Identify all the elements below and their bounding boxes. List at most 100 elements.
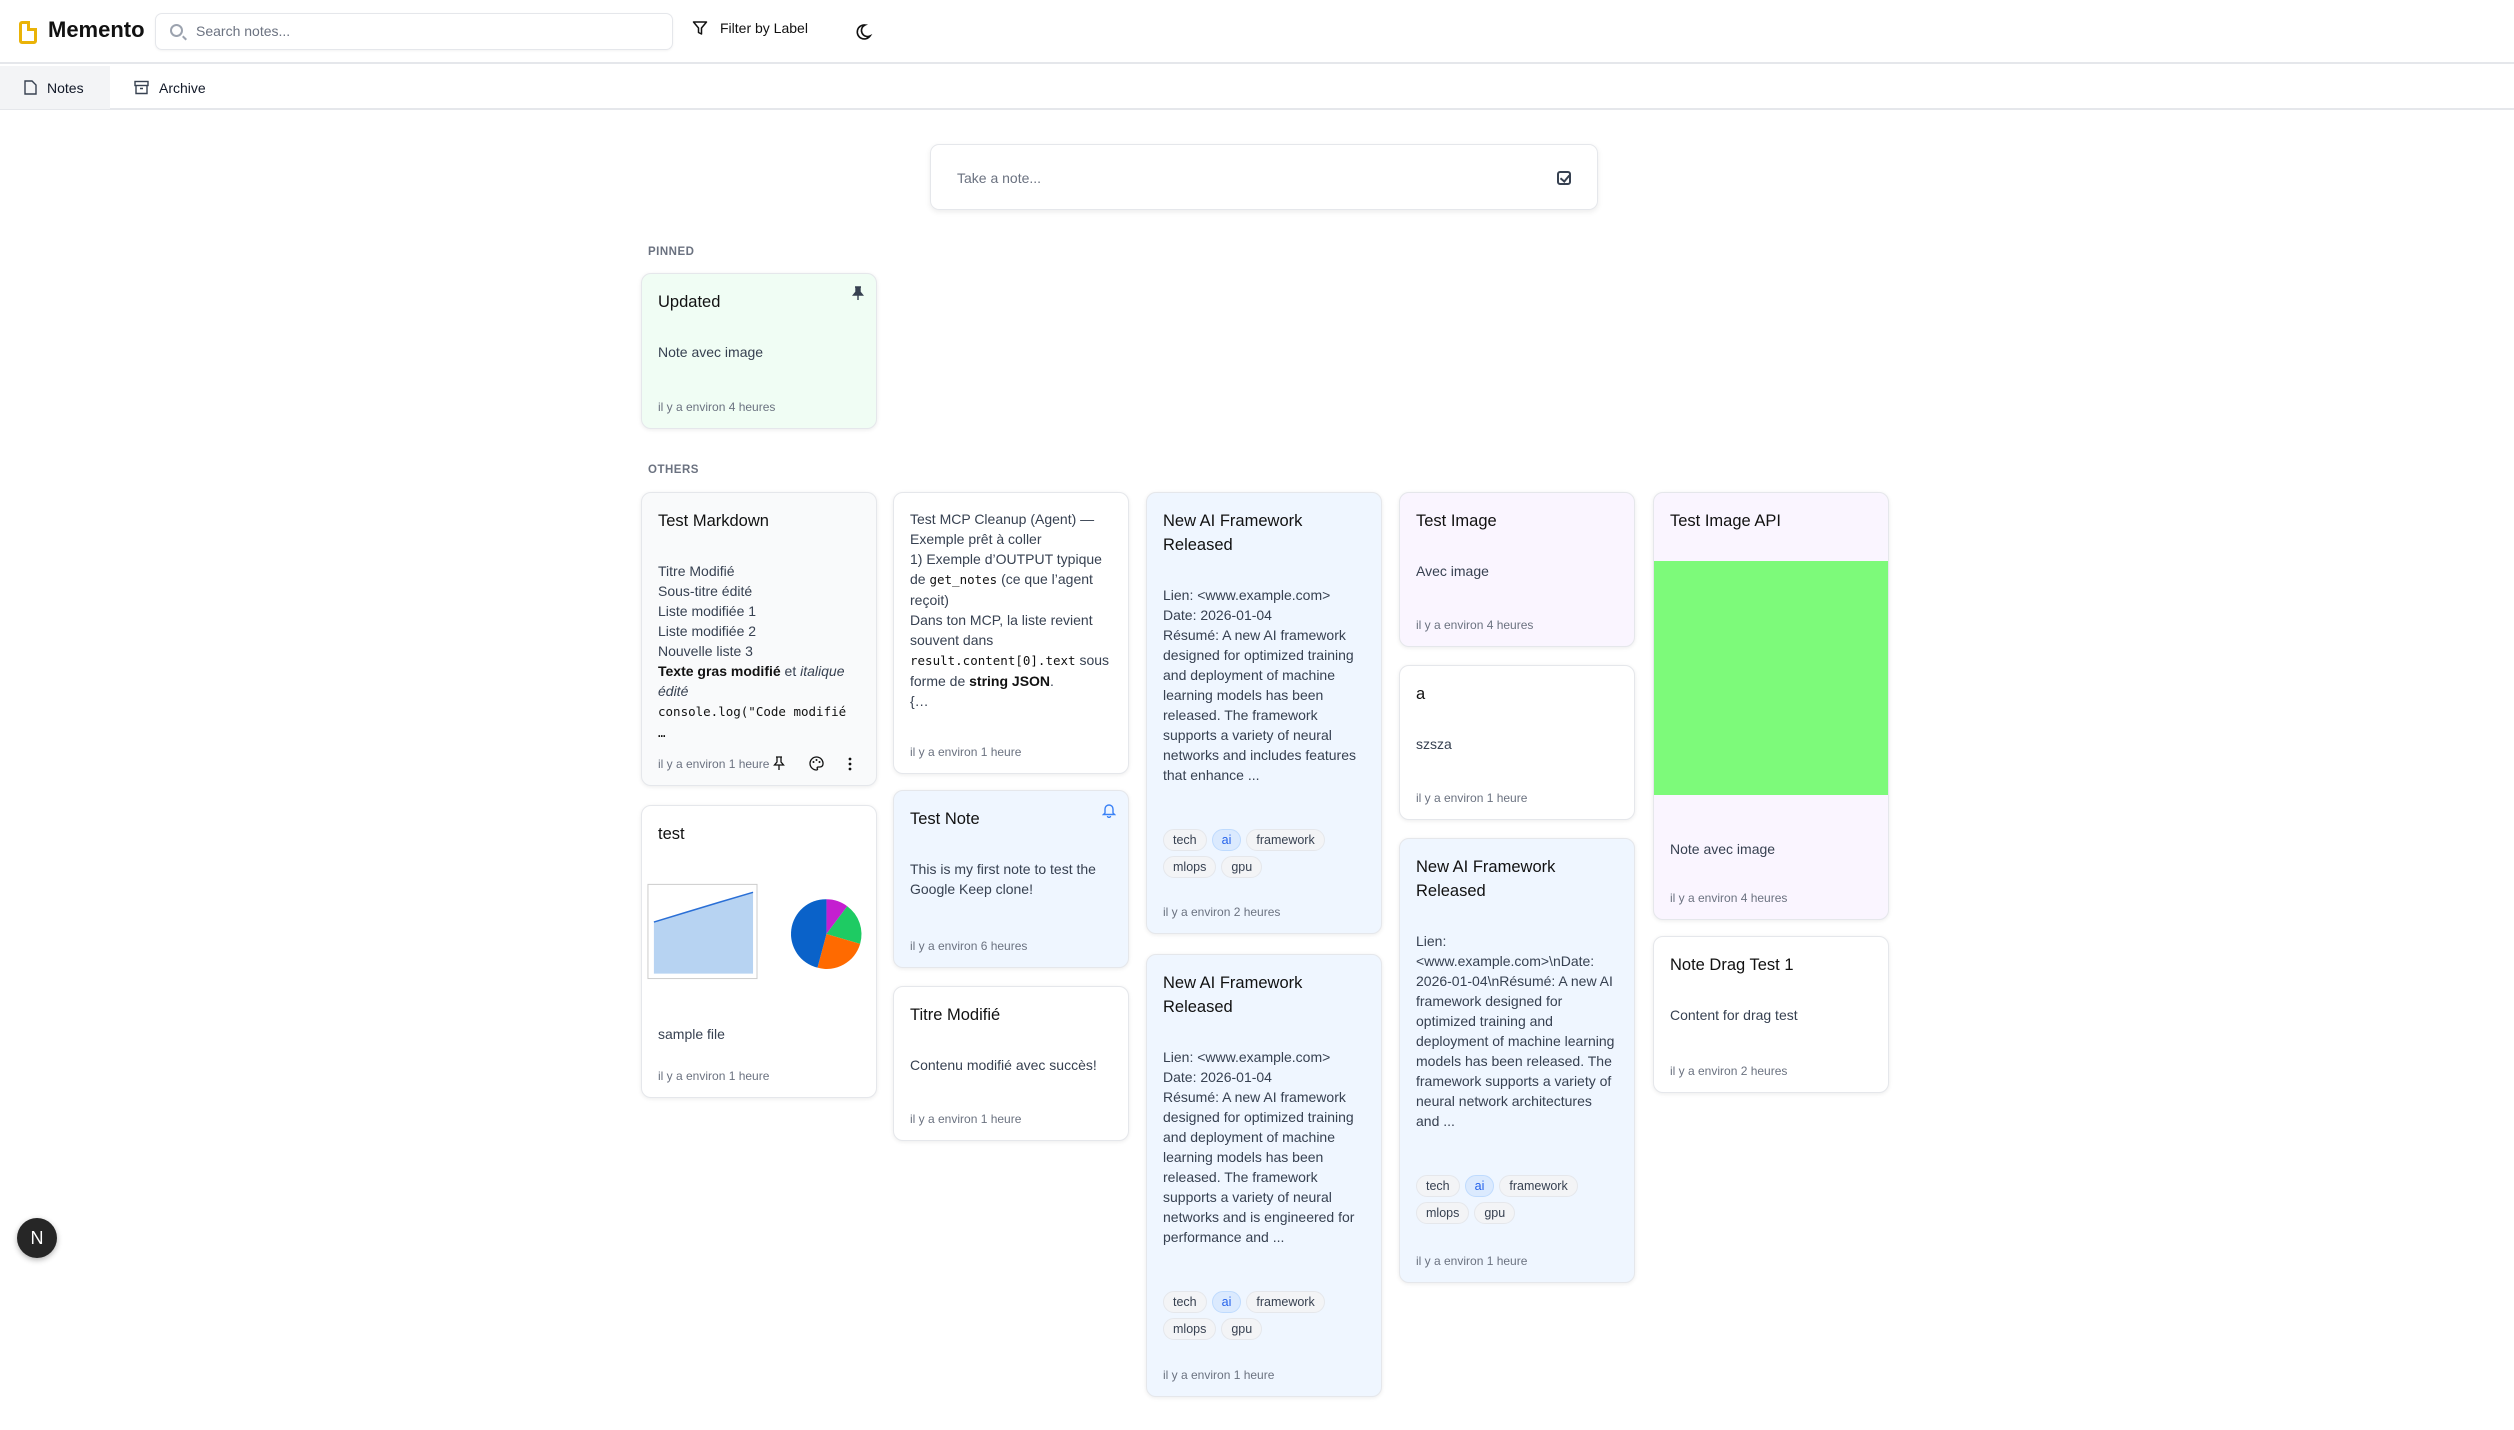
- note-card[interactable]: Note Drag Test 1 Content for drag test il …: [1653, 936, 1889, 1093]
- note-footer: il y a environ 4 heures: [1670, 891, 1872, 905]
- note-footer: il y a environ 1 heure: [910, 745, 1112, 759]
- label-tag-tech[interactable]: tech: [1416, 1175, 1460, 1197]
- note-text: Contenu modifié avec succès!: [910, 1057, 1097, 1073]
- note-text: Lien: <www.example.com>: [1163, 587, 1331, 603]
- user-avatar[interactable]: N: [17, 1218, 57, 1258]
- label-tag-mlops[interactable]: mlops: [1163, 1318, 1217, 1340]
- search-icon: [170, 24, 183, 37]
- note-text: Texte gras modifié: [658, 663, 781, 679]
- note-body: Titre Modifié Sous-titre édité Liste modif…: [658, 561, 860, 743]
- note-card[interactable]: Test MCP Cleanup (Agent) — Exemple prêt …: [893, 492, 1129, 774]
- note-card[interactable]: New AI Framework Released Lien: <www.exam…: [1146, 492, 1382, 934]
- note-footer: il y a environ 1 heure: [658, 756, 860, 771]
- note-text: console.log("Code modifié …: [658, 704, 847, 740]
- note-body-line: Contenu modifié avec succès!: [910, 1055, 1112, 1075]
- note-card[interactable]: New AI Framework Released Lien: <www.exam…: [1399, 838, 1635, 1283]
- label-tag-tech[interactable]: tech: [1163, 1291, 1207, 1313]
- note-timestamp: il y a environ 4 heures: [1670, 891, 1788, 905]
- tab-notes[interactable]: Notes: [0, 66, 110, 109]
- label-tag-tech[interactable]: tech: [1163, 829, 1207, 851]
- label-tag-gpu[interactable]: gpu: [1474, 1202, 1516, 1224]
- label-tag-ai[interactable]: ai: [1211, 1291, 1242, 1313]
- label-tag-framework[interactable]: framework: [1246, 829, 1325, 851]
- pin-icon[interactable]: [852, 286, 864, 305]
- note-text: {…: [910, 693, 929, 709]
- label-tag-framework[interactable]: framework: [1499, 1175, 1578, 1197]
- note-footer: il y a environ 1 heure: [1163, 1368, 1365, 1382]
- note-text: get_notes: [929, 572, 998, 587]
- note-text: Sous-titre édité: [658, 583, 753, 599]
- note-title: Test Image: [1416, 512, 1497, 530]
- note-body-line: Texte gras modifié et italique édité: [658, 661, 860, 701]
- tab-notes-label: Notes: [47, 79, 84, 96]
- tab-bar: Notes Archive: [0, 66, 2514, 110]
- note-title: New AI Framework Released: [1163, 512, 1303, 554]
- note-title: New AI Framework Released: [1163, 974, 1303, 1016]
- note-body-line: Test MCP Cleanup (Agent) — Exemple prêt …: [910, 509, 1112, 549]
- label-tags: tech ai framework mlops gpu: [1163, 829, 1365, 878]
- note-timestamp: il y a environ 1 heure: [910, 1112, 1022, 1126]
- note-body-line: Sous-titre édité: [658, 581, 860, 601]
- note-card[interactable]: New AI Framework Released Lien: <www.exam…: [1146, 954, 1382, 1397]
- note-title: Test Image API: [1670, 512, 1781, 530]
- tab-archive[interactable]: Archive: [110, 66, 230, 109]
- search-box[interactable]: [155, 13, 673, 50]
- note-card[interactable]: Test Image Avec image il y a environ 4 heu…: [1399, 492, 1635, 647]
- note-timestamp: il y a environ 4 heures: [1416, 618, 1534, 632]
- label-tag-ai[interactable]: ai: [1211, 829, 1242, 851]
- note-text: Titre Modifié: [658, 563, 735, 579]
- note-card[interactable]: Updated Note avec image il y a environ 4 h…: [641, 273, 877, 429]
- label-tag-mlops[interactable]: mlops: [1163, 856, 1217, 878]
- new-checklist-icon[interactable]: [1557, 171, 1571, 185]
- pin-icon[interactable]: [773, 756, 786, 771]
- note-text: Lien: <www.example.com>: [1163, 1049, 1331, 1065]
- note-text: Date: 2026-01-04: [1163, 1069, 1272, 1085]
- logo-note-icon: [19, 21, 37, 44]
- label-tag-framework[interactable]: framework: [1246, 1291, 1325, 1313]
- note-body: Content for drag test: [1670, 1005, 1872, 1025]
- label-tags: tech ai framework mlops gpu: [1163, 1291, 1365, 1340]
- dark-mode-moon-icon[interactable]: [852, 21, 874, 43]
- palette-icon[interactable]: [809, 756, 825, 771]
- note-card[interactable]: a szsza il y a environ 1 heure: [1399, 665, 1635, 820]
- note-footer: il y a environ 1 heure: [658, 1069, 860, 1083]
- note-actions: [773, 756, 852, 771]
- note-card[interactable]: Test Image API Note avec image il y a envi…: [1653, 492, 1889, 920]
- note-text: Résumé: A new AI framework designed for …: [1163, 627, 1356, 783]
- note-card[interactable]: test sample file il y a environ 1 heure: [641, 805, 877, 1098]
- note-timestamp: il y a environ 6 heures: [910, 939, 1028, 953]
- note-footer: il y a environ 2 heures: [1670, 1064, 1872, 1078]
- note-card[interactable]: Test Markdown Titre Modifié Sous-titre édi…: [641, 492, 877, 786]
- note-footer: il y a environ 1 heure: [910, 1112, 1112, 1126]
- note-body-line: Lien: <www.example.com>\nDate: 2026-01-0…: [1416, 931, 1618, 1131]
- label-tag-gpu[interactable]: gpu: [1221, 856, 1263, 878]
- note-card[interactable]: Test Note This is my first note to test t…: [893, 790, 1129, 968]
- note-text: sous forme de: [910, 652, 1110, 689]
- label-tag-ai[interactable]: ai: [1464, 1175, 1495, 1197]
- note-text: italique édité: [658, 663, 845, 699]
- search-input[interactable]: [196, 14, 656, 48]
- label-tag-gpu[interactable]: gpu: [1221, 1318, 1263, 1340]
- take-note-input[interactable]: [957, 163, 1537, 193]
- note-timestamp: il y a environ 4 heures: [658, 400, 776, 414]
- note-text: Test MCP Cleanup (Agent) — Exemple prêt …: [910, 511, 1095, 547]
- note-timestamp: il y a environ 1 heure: [1416, 1254, 1528, 1268]
- take-note-composer[interactable]: [930, 144, 1598, 210]
- note-body-line: sample file: [658, 1024, 860, 1044]
- pie-chart-thumbnail: [791, 899, 862, 969]
- note-body-line: szsza: [1416, 734, 1618, 754]
- note-image-charts: [642, 874, 876, 984]
- filter-by-label-button[interactable]: Filter by Label: [692, 20, 808, 36]
- note-body: Lien: <www.example.com> Date: 2026-01-04 R…: [1163, 1047, 1365, 1247]
- note-card[interactable]: Titre Modifié Contenu modifié avec succès…: [893, 986, 1129, 1141]
- more-options-icon[interactable]: [848, 757, 852, 771]
- label-tag-mlops[interactable]: mlops: [1416, 1202, 1470, 1224]
- reminder-bell-icon[interactable]: [1101, 803, 1117, 822]
- note-text: Nouvelle liste 3: [658, 643, 753, 659]
- note-text: Résumé: A new AI framework designed for …: [1163, 1089, 1355, 1245]
- note-body-line: Titre Modifié: [658, 561, 860, 581]
- note-title: Updated: [658, 293, 721, 311]
- file-icon: [24, 80, 37, 95]
- note-text: 1) Exemple d’OUTPUT typique de: [910, 551, 1102, 587]
- note-body-line: Lien: <www.example.com>: [1163, 1047, 1365, 1067]
